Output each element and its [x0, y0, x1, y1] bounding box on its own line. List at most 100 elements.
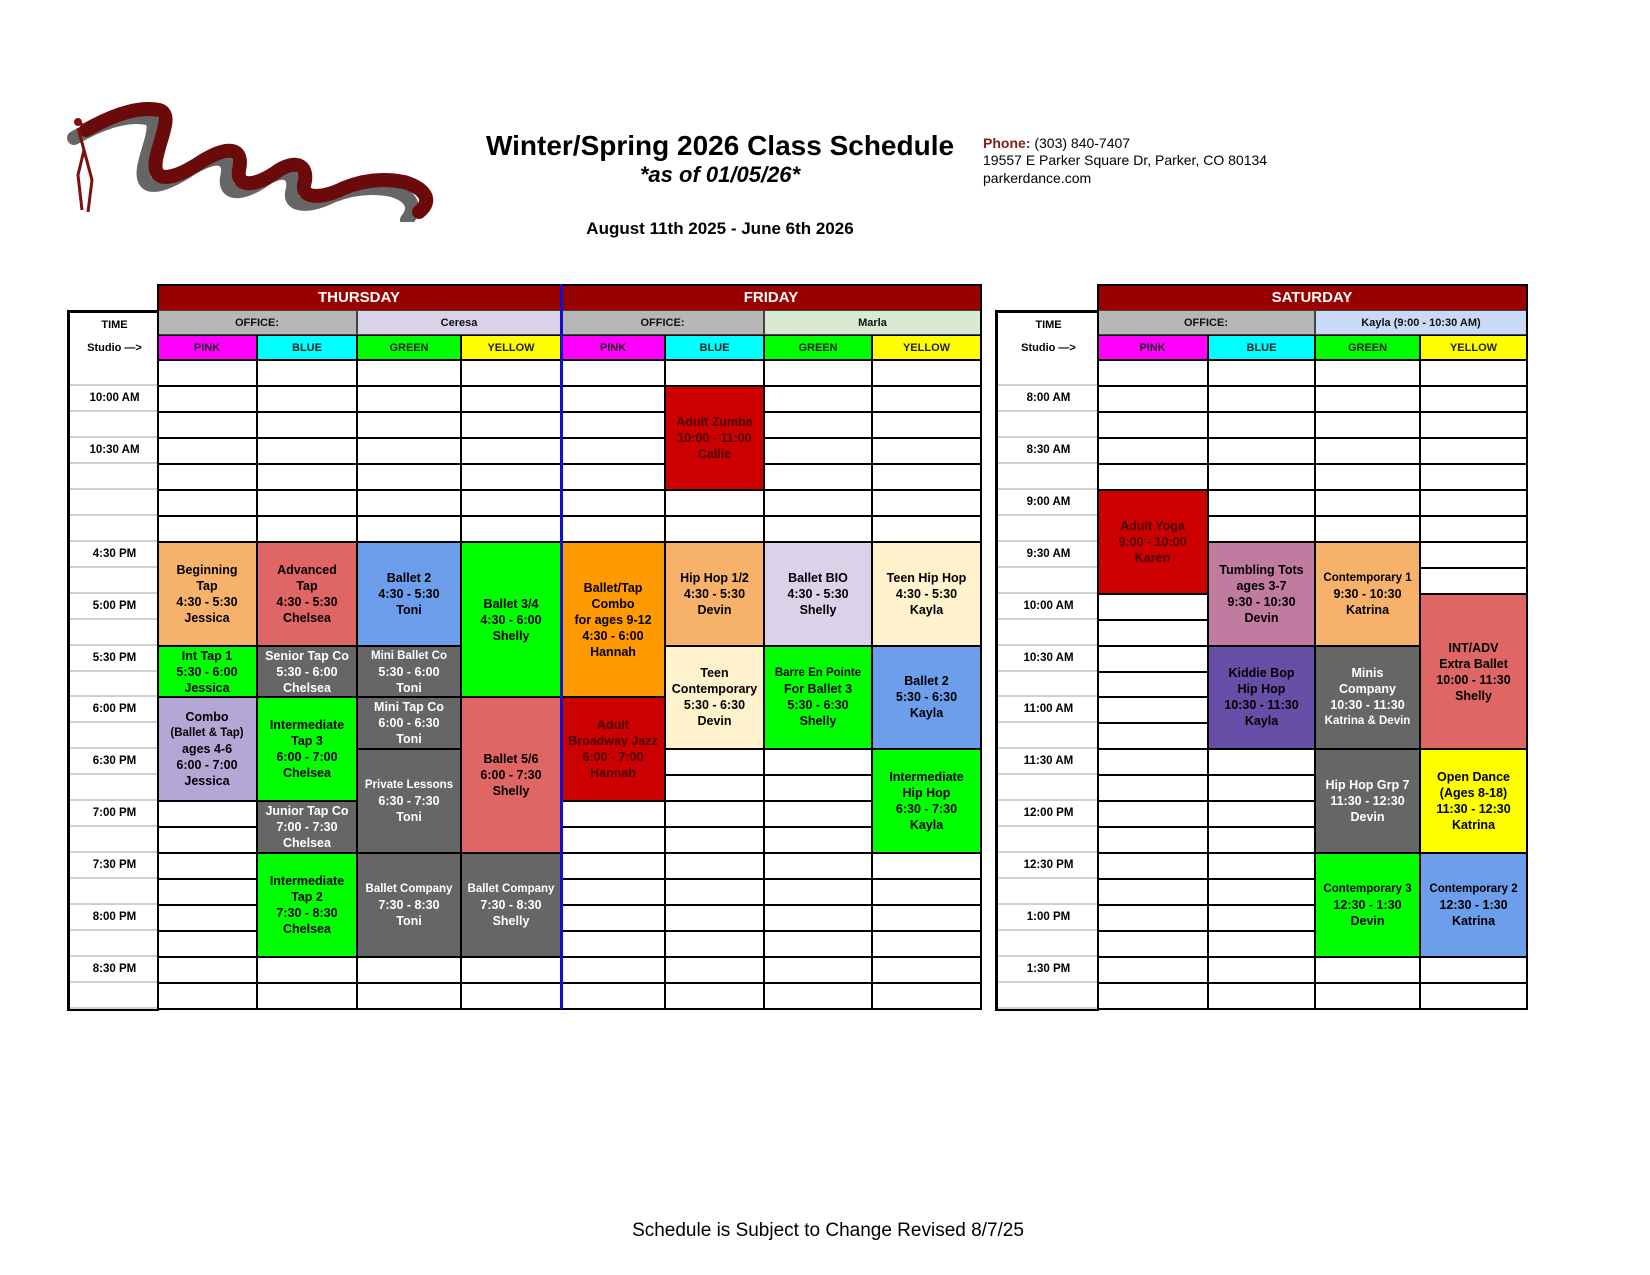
empty-slot[interactable] — [665, 853, 764, 880]
class-block[interactable]: Ballet 3/4 4:30 - 6:00 Shelly — [461, 541, 561, 698]
class-block[interactable]: Combo (Ballet & Tap) ages 4-6 6:00 - 7:00 Je… — [157, 697, 257, 802]
empty-slot[interactable] — [872, 489, 981, 516]
empty-slot[interactable] — [357, 411, 461, 438]
empty-slot[interactable] — [357, 463, 461, 490]
empty-slot[interactable] — [1097, 593, 1208, 620]
empty-slot[interactable] — [461, 385, 561, 412]
class-block[interactable]: Minis Company 10:30 - 11:30 Katrina & Devin — [1315, 645, 1420, 750]
class-block[interactable]: Barre En Pointe For Ballet 3 5:30 - 6:30 Sh… — [764, 645, 872, 750]
empty-slot[interactable] — [764, 749, 872, 776]
empty-slot[interactable] — [561, 905, 665, 932]
empty-slot[interactable] — [357, 983, 461, 1009]
empty-slot[interactable] — [1420, 411, 1527, 438]
empty-slot[interactable] — [1420, 360, 1527, 386]
empty-slot[interactable] — [561, 957, 665, 984]
empty-slot[interactable] — [872, 905, 981, 932]
empty-slot[interactable] — [872, 957, 981, 984]
empty-slot[interactable] — [665, 489, 764, 516]
empty-slot[interactable] — [1097, 957, 1208, 984]
empty-slot[interactable] — [461, 437, 561, 464]
empty-slot[interactable] — [357, 385, 461, 412]
class-block[interactable]: Senior Tap Co 5:30 - 6:00 Chelsea — [257, 645, 357, 698]
empty-slot[interactable] — [872, 411, 981, 438]
empty-slot[interactable] — [764, 853, 872, 880]
class-block[interactable]: Kiddie Bop Hip Hop 10:30 - 11:30 Kayla — [1208, 645, 1315, 750]
empty-slot[interactable] — [665, 905, 764, 932]
empty-slot[interactable] — [157, 931, 257, 958]
empty-slot[interactable] — [257, 957, 357, 984]
empty-slot[interactable] — [561, 463, 665, 490]
empty-slot[interactable] — [1208, 749, 1315, 776]
empty-slot[interactable] — [764, 983, 872, 1009]
empty-slot[interactable] — [561, 437, 665, 464]
empty-slot[interactable] — [1097, 619, 1208, 646]
empty-slot[interactable] — [665, 957, 764, 984]
empty-slot[interactable] — [1097, 931, 1208, 958]
empty-slot[interactable] — [1208, 957, 1315, 984]
empty-slot[interactable] — [1097, 749, 1208, 776]
empty-slot[interactable] — [1208, 360, 1315, 386]
class-block[interactable]: Contemporary 3 12:30 - 1:30 Devin — [1315, 853, 1420, 958]
class-block[interactable]: Contemporary 1 9:30 - 10:30 Katrina — [1315, 541, 1420, 646]
empty-slot[interactable] — [1097, 671, 1208, 698]
class-block[interactable]: Teen Contemporary 5:30 - 6:30 Devin — [665, 645, 764, 750]
empty-slot[interactable] — [257, 463, 357, 490]
empty-slot[interactable] — [1097, 827, 1208, 854]
class-block[interactable]: Private Lessons 6:30 - 7:30 Toni — [357, 749, 461, 854]
empty-slot[interactable] — [1208, 905, 1315, 932]
empty-slot[interactable] — [1315, 515, 1420, 542]
empty-slot[interactable] — [1097, 853, 1208, 880]
empty-slot[interactable] — [257, 983, 357, 1009]
empty-slot[interactable] — [1208, 515, 1315, 542]
empty-slot[interactable] — [157, 515, 257, 542]
class-block[interactable]: Junior Tap Co 7:00 - 7:30 Chelsea — [257, 801, 357, 854]
empty-slot[interactable] — [1315, 463, 1420, 490]
empty-slot[interactable] — [665, 827, 764, 854]
empty-slot[interactable] — [157, 827, 257, 854]
empty-slot[interactable] — [1208, 385, 1315, 412]
empty-slot[interactable] — [1420, 489, 1527, 516]
empty-slot[interactable] — [561, 853, 665, 880]
empty-slot[interactable] — [1208, 775, 1315, 802]
empty-slot[interactable] — [764, 905, 872, 932]
empty-slot[interactable] — [1208, 879, 1315, 906]
empty-slot[interactable] — [157, 983, 257, 1009]
class-block[interactable]: Open Dance (Ages 8-18) 11:30 - 12:30 Katrin… — [1420, 749, 1527, 854]
empty-slot[interactable] — [764, 411, 872, 438]
empty-slot[interactable] — [1208, 463, 1315, 490]
empty-slot[interactable] — [1208, 931, 1315, 958]
empty-slot[interactable] — [357, 489, 461, 516]
empty-slot[interactable] — [1208, 411, 1315, 438]
empty-slot[interactable] — [461, 489, 561, 516]
empty-slot[interactable] — [561, 489, 665, 516]
empty-slot[interactable] — [157, 437, 257, 464]
empty-slot[interactable] — [665, 801, 764, 828]
empty-slot[interactable] — [872, 931, 981, 958]
empty-slot[interactable] — [257, 489, 357, 516]
empty-slot[interactable] — [1420, 541, 1527, 568]
empty-slot[interactable] — [1097, 905, 1208, 932]
empty-slot[interactable] — [1420, 957, 1527, 984]
empty-slot[interactable] — [561, 801, 665, 828]
class-block[interactable]: Intermediate Tap 2 7:30 - 8:30 Chelsea — [257, 853, 357, 958]
empty-slot[interactable] — [1315, 983, 1420, 1009]
empty-slot[interactable] — [357, 957, 461, 984]
empty-slot[interactable] — [764, 775, 872, 802]
class-block[interactable]: Hip Hop Grp 7 11:30 - 12:30 Devin — [1315, 749, 1420, 854]
empty-slot[interactable] — [561, 360, 665, 386]
class-block[interactable]: Adult Yoga 9:00 - 10:00 Karen — [1097, 489, 1208, 594]
empty-slot[interactable] — [257, 437, 357, 464]
empty-slot[interactable] — [561, 879, 665, 906]
class-block[interactable]: Ballet Company 7:30 - 8:30 Toni — [357, 853, 461, 958]
empty-slot[interactable] — [461, 411, 561, 438]
empty-slot[interactable] — [665, 360, 764, 386]
empty-slot[interactable] — [157, 879, 257, 906]
empty-slot[interactable] — [764, 801, 872, 828]
empty-slot[interactable] — [764, 437, 872, 464]
empty-slot[interactable] — [872, 879, 981, 906]
empty-slot[interactable] — [561, 385, 665, 412]
class-block[interactable]: Adult Zumba 10:00 - 11:00 Callie — [665, 385, 764, 490]
empty-slot[interactable] — [1208, 489, 1315, 516]
empty-slot[interactable] — [1097, 723, 1208, 750]
empty-slot[interactable] — [1097, 775, 1208, 802]
